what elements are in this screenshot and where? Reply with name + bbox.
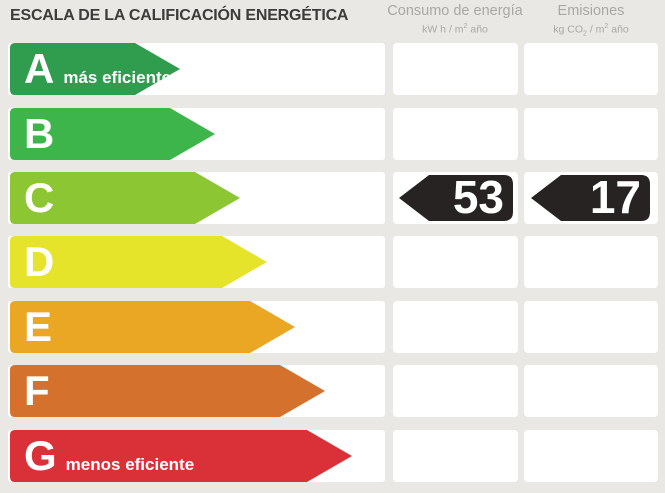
- rating-row-g: G menos eficiente: [0, 430, 665, 482]
- emisiones-unit-text3: año: [608, 23, 629, 36]
- consumo-cell-e: [393, 301, 518, 353]
- consumo-cell-b: [393, 108, 518, 160]
- consumo-cell-d: [393, 236, 518, 288]
- rating-label-d: D: [24, 236, 54, 288]
- rating-label-b: B: [24, 108, 54, 160]
- rating-arrow-e: [10, 301, 295, 353]
- emisiones-header-label: Emisiones: [557, 3, 625, 19]
- rating-label-g: G menos eficiente: [24, 430, 194, 482]
- consumo-value: 53: [452, 171, 504, 223]
- rating-label-a: A más eficiente: [24, 43, 171, 95]
- emisiones-value: 17: [589, 171, 641, 223]
- rating-row-d: D: [0, 236, 665, 288]
- emisiones-cell-b: [524, 108, 658, 160]
- emisiones-column-header: Emisiones kg CO2 / m2 año: [511, 3, 665, 41]
- rating-label-f: F: [24, 365, 50, 417]
- rating-row-a: A más eficiente: [0, 43, 665, 95]
- page-title: ESCALA DE LA CALIFICACIÓN ENERGÉTICA: [10, 7, 349, 24]
- consumo-column-header: Consumo de energía kW h / m2 año: [375, 3, 535, 37]
- rating-letter-f: F: [24, 367, 50, 414]
- consumo-header-unit: kW h / m2 año: [375, 20, 535, 37]
- rating-arrow-f: [10, 365, 325, 417]
- rating-letter-b: B: [24, 110, 55, 157]
- consumo-unit-text: kW h / m: [422, 23, 464, 36]
- rating-arrow-a: [10, 43, 180, 95]
- emisiones-cell-e: [524, 301, 658, 353]
- consumo-unit-text2: año: [467, 23, 488, 36]
- consumo-cell-a: [393, 43, 518, 95]
- emisiones-cell-a: [524, 43, 658, 95]
- rating-letter-a: A: [24, 45, 55, 92]
- rating-arrow-c: [10, 172, 240, 224]
- consumo-cell-f: [393, 365, 518, 417]
- consumo-cell-g: [393, 430, 518, 482]
- consumo-header-label: Consumo de energía: [387, 3, 523, 19]
- rating-letter-d: D: [24, 238, 55, 285]
- rating-letter-g: G: [24, 432, 57, 479]
- emisiones-unit-sub: 2: [583, 30, 587, 38]
- rating-note-a: más eficiente: [63, 68, 172, 87]
- emisiones-cell-g: [524, 430, 658, 482]
- consumo-unit-sup: 2: [463, 23, 468, 30]
- emisiones-header-unit: kg CO2 / m2 año: [511, 20, 665, 41]
- emisiones-unit-text: kg CO: [553, 23, 583, 36]
- emisiones-pointer-shape: [531, 175, 650, 221]
- emisiones-value-pointer: 17: [531, 171, 650, 223]
- emisiones-cell-f: [524, 365, 658, 417]
- rating-arrow-d: [10, 236, 267, 288]
- consumo-pointer-shape: [399, 175, 513, 221]
- rating-arrow-b: [10, 108, 215, 160]
- emisiones-unit-sup: 2: [604, 23, 609, 30]
- rating-arrow-g: [10, 430, 352, 482]
- rating-note-g: menos eficiente: [65, 455, 195, 474]
- rating-letter-e: E: [24, 303, 53, 350]
- rating-row-e: E: [0, 301, 665, 353]
- consumo-value-pointer: 53: [399, 171, 513, 223]
- rating-letter-c: C: [24, 174, 55, 221]
- rating-label-e: E: [24, 301, 52, 353]
- rating-row-f: F: [0, 365, 665, 417]
- rating-label-c: C: [24, 172, 54, 224]
- rating-row-c: C 53 17: [0, 172, 665, 224]
- emisiones-unit-text2: / m: [586, 23, 605, 36]
- rating-row-b: B: [0, 108, 665, 160]
- emisiones-cell-d: [524, 236, 658, 288]
